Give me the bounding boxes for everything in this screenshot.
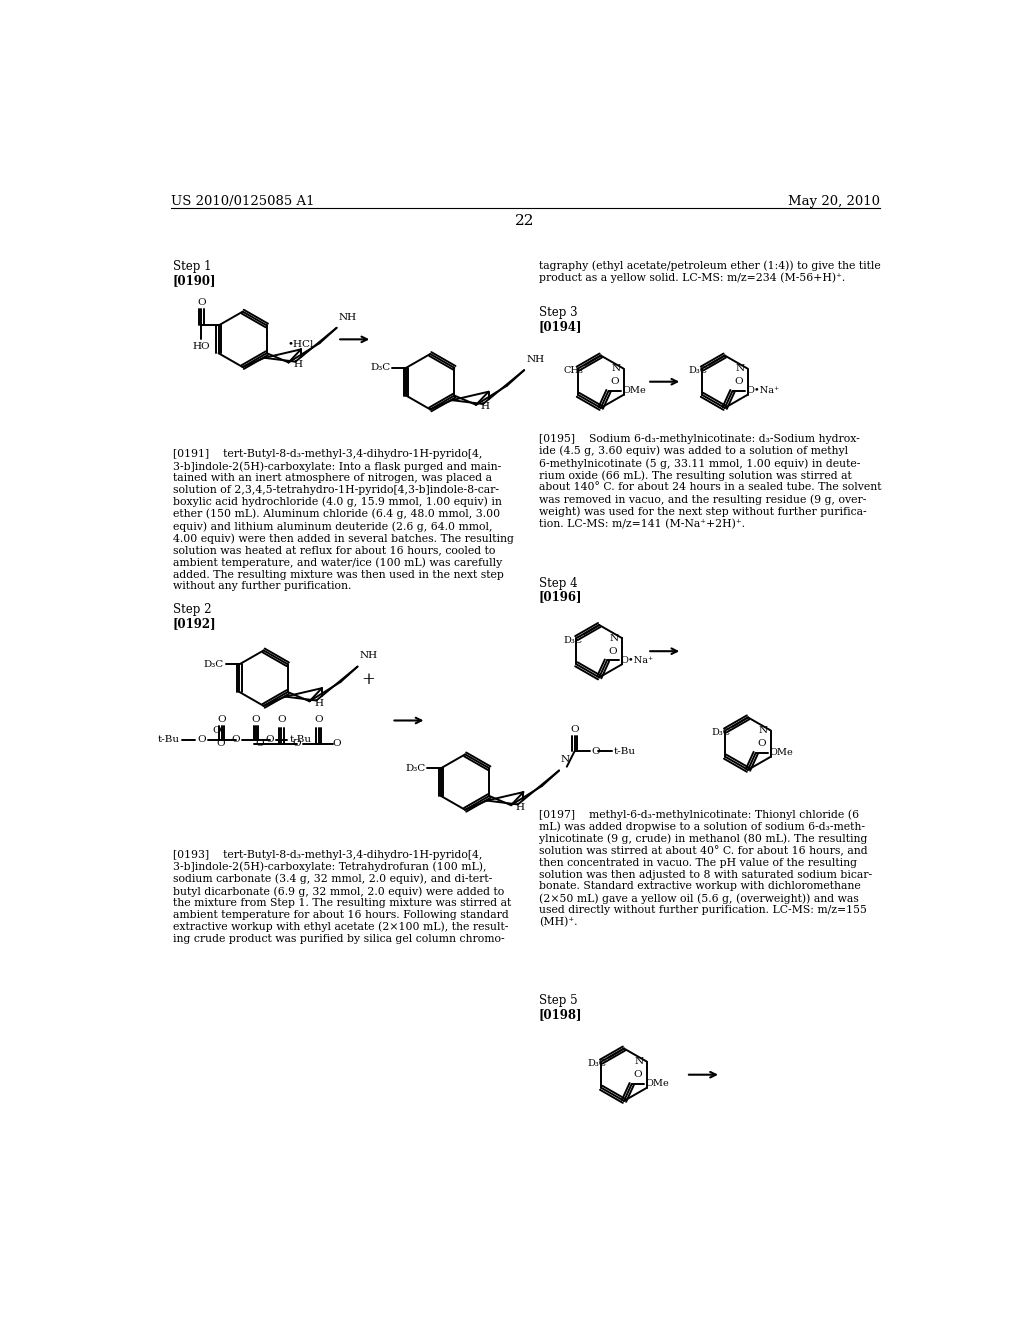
- Text: CH₃: CH₃: [564, 367, 584, 375]
- Text: O•Na⁺: O•Na⁺: [621, 656, 654, 665]
- Text: D₃C: D₃C: [406, 764, 425, 772]
- Text: [0196]: [0196]: [539, 590, 583, 603]
- Text: [0197]    methyl-6-d₃-methylnicotinate: Thionyl chloride (6
mL) was added dropwi: [0197] methyl-6-d₃-methylnicotinate: Thi…: [539, 809, 871, 927]
- Text: D₃C: D₃C: [204, 660, 224, 669]
- Text: D₃C: D₃C: [371, 363, 390, 372]
- Text: H: H: [481, 403, 489, 412]
- Text: H: H: [516, 803, 524, 812]
- Text: Step 5: Step 5: [539, 994, 578, 1007]
- Text: O: O: [314, 715, 323, 725]
- Text: OMe: OMe: [646, 1080, 670, 1089]
- Text: [0198]: [0198]: [539, 1007, 583, 1020]
- Text: [0191]    tert-Butyl-8-d₃-methyl-3,4-dihydro-1H-pyrido[4,
3-b]indole-2(5H)-carbo: [0191] tert-Butyl-8-d₃-methyl-3,4-dihydr…: [173, 449, 514, 591]
- Text: US 2010/0125085 A1: US 2010/0125085 A1: [171, 195, 314, 209]
- Text: D₃C: D₃C: [588, 1059, 607, 1068]
- Text: [0190]: [0190]: [173, 275, 216, 286]
- Text: O: O: [255, 739, 264, 748]
- Text: O: O: [198, 298, 206, 308]
- Text: N: N: [610, 634, 618, 643]
- Text: O•Na⁺: O•Na⁺: [746, 387, 779, 396]
- Text: O: O: [633, 1071, 642, 1080]
- Text: O: O: [231, 735, 240, 744]
- Text: O: O: [293, 739, 301, 748]
- Text: O: O: [252, 715, 260, 725]
- Text: O: O: [278, 715, 286, 725]
- Text: D₃C: D₃C: [563, 636, 583, 644]
- Text: tagraphy (ethyl acetate/petroleum ether (1:4)) to give the title
product as a ye: tagraphy (ethyl acetate/petroleum ether …: [539, 260, 881, 282]
- Text: [0192]: [0192]: [173, 618, 216, 631]
- Text: Step 2: Step 2: [173, 603, 211, 616]
- Text: +: +: [361, 671, 375, 688]
- Text: t-Bu: t-Bu: [613, 747, 635, 756]
- Text: O: O: [592, 747, 600, 756]
- Text: O: O: [608, 647, 617, 656]
- Text: H: H: [293, 360, 302, 370]
- Text: t-Bu: t-Bu: [158, 735, 180, 744]
- Text: O: O: [734, 378, 742, 387]
- Text: NH: NH: [359, 652, 378, 660]
- Text: NH: NH: [339, 313, 357, 322]
- Text: D₃C: D₃C: [688, 367, 708, 375]
- Text: O: O: [570, 726, 579, 734]
- Text: N: N: [560, 755, 569, 764]
- Text: t-Bu: t-Bu: [289, 735, 311, 744]
- Text: [0194]: [0194]: [539, 321, 583, 333]
- Text: N: N: [759, 726, 768, 735]
- Text: May 20, 2010: May 20, 2010: [787, 195, 880, 209]
- Text: Step 1: Step 1: [173, 260, 211, 273]
- Text: HO: HO: [193, 342, 210, 351]
- Text: NH: NH: [526, 355, 545, 364]
- Text: O: O: [217, 739, 225, 748]
- Text: O: O: [265, 735, 274, 744]
- Text: [0193]    tert-Butyl-8-d₃-methyl-3,4-dihydro-1H-pyrido[4,
3-b]indole-2(5H)-carbo: [0193] tert-Butyl-8-d₃-methyl-3,4-dihydr…: [173, 850, 511, 944]
- Text: O: O: [758, 739, 766, 748]
- Text: Step 4: Step 4: [539, 577, 578, 590]
- Text: O: O: [213, 726, 221, 735]
- Text: O: O: [333, 739, 341, 748]
- Text: O: O: [198, 735, 206, 744]
- Text: N: N: [611, 364, 621, 374]
- Text: OMe: OMe: [770, 748, 794, 758]
- Text: •HCl: •HCl: [287, 339, 313, 348]
- Text: H: H: [314, 700, 324, 708]
- Text: O: O: [217, 715, 226, 725]
- Text: N: N: [735, 364, 744, 374]
- Text: D₃C: D₃C: [712, 729, 731, 737]
- Text: O: O: [610, 378, 618, 387]
- Text: Step 3: Step 3: [539, 306, 578, 319]
- Text: N: N: [635, 1057, 644, 1067]
- Text: [0195]    Sodium 6-d₃-methylnicotinate: d₃-Sodium hydrox-
ide (4.5 g, 3.60 equiv: [0195] Sodium 6-d₃-methylnicotinate: d₃-…: [539, 434, 882, 529]
- Text: OMe: OMe: [623, 387, 646, 396]
- Text: 22: 22: [515, 214, 535, 228]
